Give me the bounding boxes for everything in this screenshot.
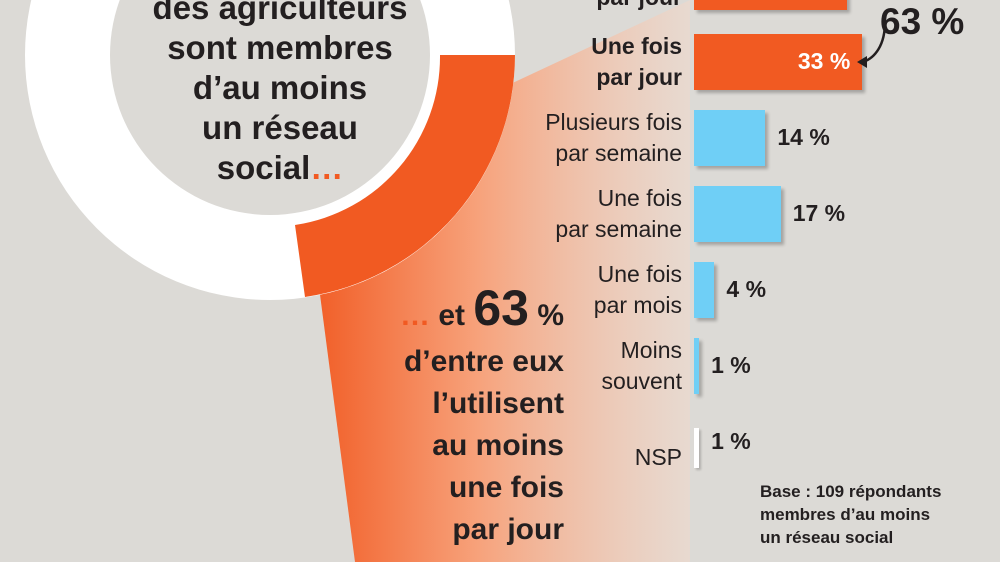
- bar-1: [694, 34, 863, 90]
- side-line-3: l’utilisent: [432, 387, 564, 420]
- ring-orange-arc: [295, 55, 515, 297]
- bar-3: [694, 186, 781, 242]
- category-label-2-line-0: Plusieurs fois: [545, 109, 682, 135]
- value-label-4: 4 %: [726, 276, 767, 302]
- base-note-line-1: Base : 109 répondants: [760, 482, 942, 501]
- bar-2: [694, 110, 766, 166]
- circle-line-5: social…: [216, 149, 344, 186]
- side-prefix-dots: …: [400, 299, 430, 332]
- side-line-5: une fois: [448, 471, 564, 504]
- category-label-6-line-1: NSP: [634, 444, 682, 470]
- base-note-line-2: membres d’au moins: [760, 505, 931, 524]
- ring-inner: [110, 0, 430, 215]
- value-label-2: 14 %: [777, 124, 830, 150]
- base-note: Base : 109 répondants membres d’au moins…: [760, 480, 941, 549]
- category-label-3-line-0: Une fois: [597, 185, 682, 211]
- circle-line-1: des agriculteurs: [152, 0, 408, 26]
- category-label-3: Une fois par semaine: [555, 183, 682, 245]
- circle-line-5-dots: …: [310, 149, 344, 186]
- category-label-6-line-0: [635, 411, 682, 442]
- bar-0: [694, 0, 847, 10]
- curved-arrow-icon: [857, 21, 887, 68]
- circle-line-3: d’au moins: [192, 69, 368, 106]
- bracket-total-label: 63 %: [880, 1, 965, 42]
- category-label-5: Moins souvent: [601, 335, 682, 397]
- category-label-6: NSP: [635, 411, 682, 473]
- circle-line-4: un réseau: [202, 109, 358, 146]
- bar-6: [694, 428, 700, 468]
- side-headline: … et 63 % d’entre eux l’utilisent au moi…: [400, 283, 564, 551]
- category-label-4-line-1: par mois: [593, 292, 682, 318]
- category-label-4-line-0: Une fois: [597, 261, 682, 287]
- category-label-1: Une fois par jour: [591, 31, 682, 93]
- category-label-1-line-0: Une fois: [591, 33, 682, 59]
- side-line-6: par jour: [452, 513, 564, 546]
- category-label-5-line-0: Moins: [620, 337, 682, 363]
- category-label-3-line-1: par semaine: [555, 216, 682, 242]
- circle-headline: des agriculteurs sont membres d’au moins…: [130, 0, 430, 188]
- category-label-2: Plusieurs fois par semaine: [545, 107, 682, 169]
- value-label-1: 33 %: [797, 48, 851, 74]
- side-et: et: [430, 299, 474, 332]
- side-line-1: … et 63 %: [400, 283, 564, 341]
- value-label-5: 1 %: [711, 352, 751, 378]
- value-label-3: 17 %: [792, 200, 846, 226]
- category-label-2-line-1: par semaine: [555, 140, 682, 166]
- category-label-1-line-1: par jour: [596, 64, 682, 90]
- category-label-4: Une fois par mois: [594, 259, 682, 321]
- side-big-number: 63: [473, 280, 529, 336]
- base-note-line-3: un réseau social: [760, 528, 894, 547]
- side-pct: %: [528, 299, 564, 332]
- circle-line-2: sont membres: [167, 29, 393, 66]
- bar-4: [694, 262, 715, 318]
- side-line-2: d’entre eux: [403, 345, 564, 378]
- value-label-6: 1 %: [711, 428, 751, 454]
- category-label-5-line-1: souvent: [601, 368, 682, 394]
- side-line-4: au moins: [432, 429, 564, 462]
- category-label-0-line-1: par jour: [531, 0, 682, 13]
- bar-5: [694, 338, 700, 394]
